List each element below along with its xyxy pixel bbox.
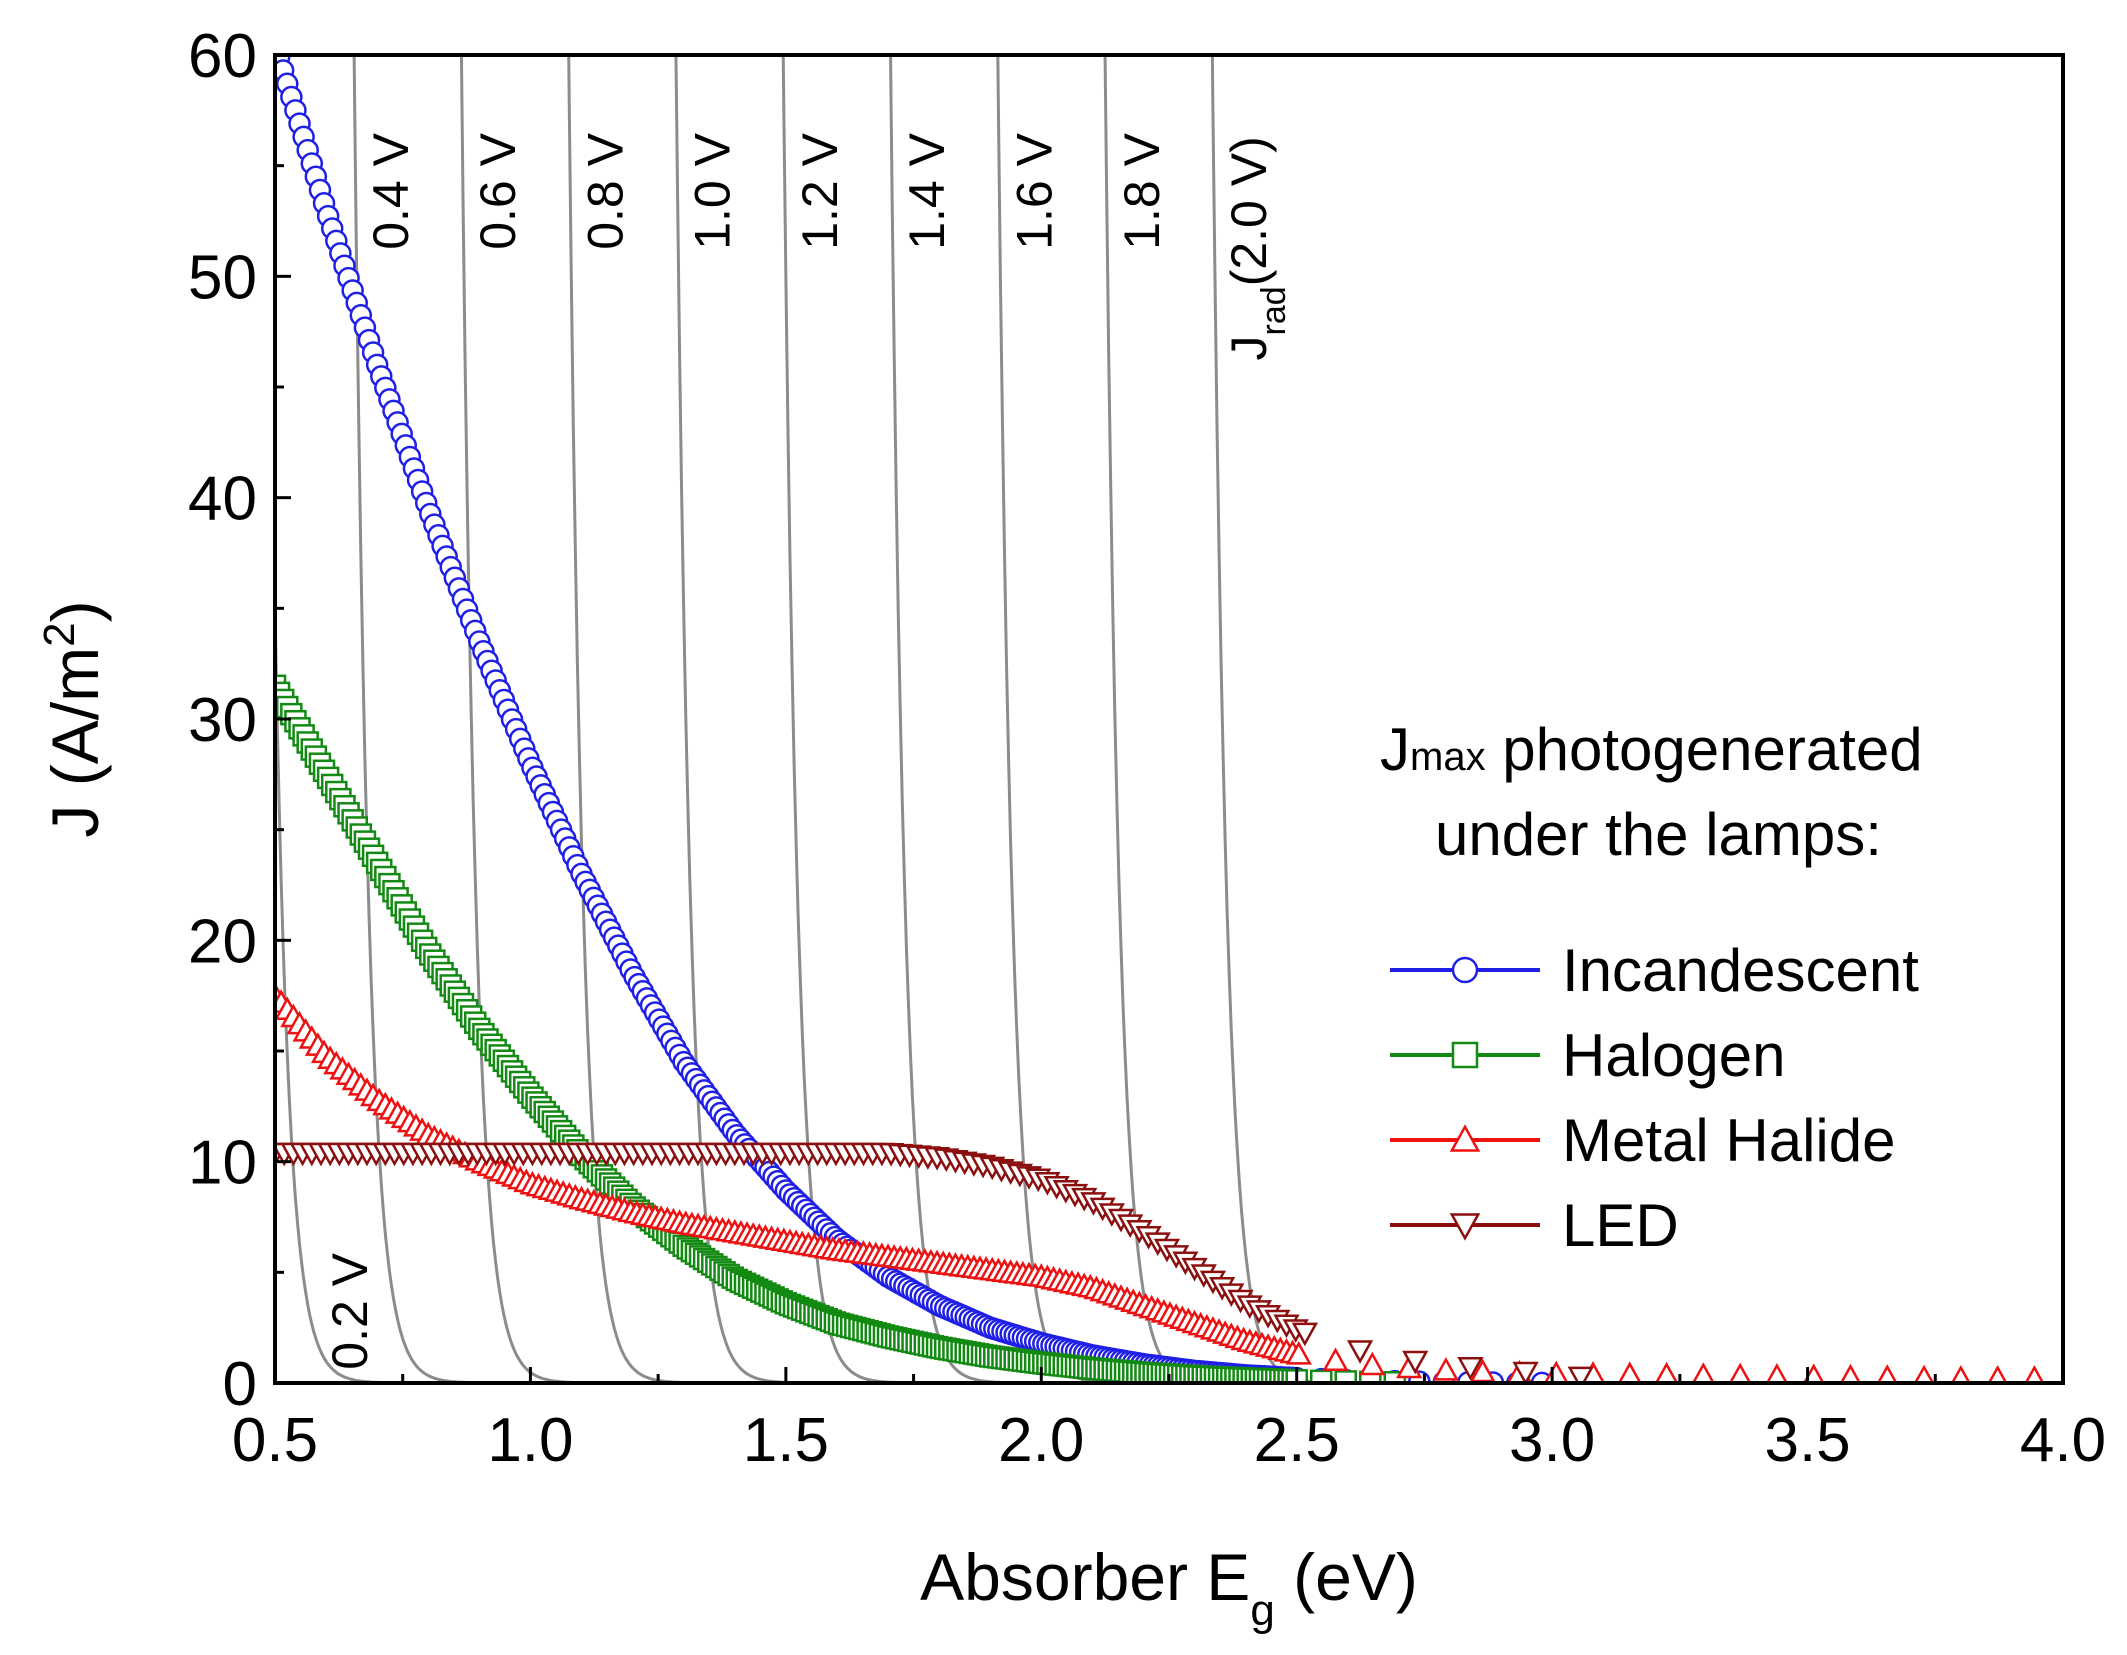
- data-point: [1346, 1340, 1374, 1364]
- legend-marker: [1449, 1124, 1481, 1152]
- data-point: [1322, 1347, 1349, 1372]
- x-axis-title: Absorber Eg (eV): [920, 1540, 1418, 1635]
- voltage-label: 1.2 V: [792, 132, 848, 249]
- legend-item: Halogen: [1390, 1022, 1786, 1089]
- x-tick-label: 3.0: [1509, 1406, 1595, 1475]
- data-point: [1839, 1363, 1862, 1383]
- data-point: [1913, 1364, 1935, 1383]
- voltage-label: Jrad(2.0 V): [1221, 136, 1293, 360]
- voltage-label: 0.8 V: [577, 132, 633, 249]
- voltage-curve: [781, 55, 987, 1383]
- data-point: [1728, 1362, 1752, 1383]
- legend-title-line2: under the lamps:: [1435, 801, 1882, 868]
- legend-label: LED: [1562, 1192, 1679, 1259]
- data-point: [1617, 1361, 1642, 1383]
- y-tick-label: 30: [188, 686, 257, 755]
- x-tick-label: 3.5: [1764, 1406, 1850, 1475]
- data-point: [275, 55, 278, 56]
- voltage-label: 1.6 V: [1007, 132, 1063, 249]
- legend-marker: [1449, 1213, 1481, 1241]
- legend-marker: [1451, 1041, 1479, 1069]
- y-tick-label: 0: [223, 1350, 257, 1419]
- data-point: [1402, 1350, 1429, 1375]
- series-halogen: [275, 674, 1407, 1383]
- data-point: [1543, 1360, 1569, 1383]
- data-point: [1457, 1357, 1484, 1381]
- voltage-labels: 0.2 V 0.4 V 0.6 V 0.8 V 1.0 V 1.2 V 1.4 V 1.6 V…: [322, 132, 1293, 1369]
- y-tick-label: 40: [188, 465, 257, 534]
- legend-label: Incandescent: [1562, 937, 1919, 1004]
- data-point: [1359, 1351, 1386, 1376]
- x-tick-label: 2.0: [998, 1406, 1084, 1475]
- voltage-label: 0.6 V: [470, 132, 526, 249]
- voltage-label: 1.8 V: [1114, 132, 1170, 249]
- series-led: [275, 1142, 1594, 1383]
- x-tick-label: 0.5: [232, 1406, 318, 1475]
- y-tick-label: 20: [188, 907, 257, 976]
- data-point: [1950, 1364, 1971, 1383]
- legend-label: Metal Halide: [1562, 1107, 1896, 1174]
- legend-title-line1: Jmax photogenerated: [1380, 716, 1923, 783]
- voltage-label: 1.0 V: [685, 132, 741, 249]
- x-tick-label: 2.5: [1254, 1406, 1340, 1475]
- data-point: [1291, 1322, 1319, 1347]
- data-point: [1765, 1363, 1789, 1383]
- data-point: [1432, 1356, 1460, 1381]
- x-tick-label: 4.0: [2020, 1406, 2106, 1475]
- x-tick-label: 1.5: [743, 1406, 829, 1475]
- axes: 0.5 1.0 1.5 2.0 2.5 3.0 3.5 4.0 0 10 20 30 40 50 60: [188, 22, 2106, 1475]
- voltage-curve: [889, 55, 1095, 1383]
- voltage-label: 0.2 V: [322, 1252, 378, 1369]
- x-tick-label: 1.0: [487, 1406, 573, 1475]
- voltage-label: 0.4 V: [363, 132, 419, 249]
- legend-item: Incandescent: [1390, 937, 1919, 1004]
- legend-label: Halogen: [1562, 1022, 1786, 1089]
- legend-item: LED: [1390, 1192, 1679, 1259]
- data-point: [2024, 1364, 2045, 1383]
- data-point: [1309, 1369, 1333, 1383]
- voltage-label: 1.4 V: [899, 132, 955, 249]
- data-point: [1691, 1362, 1715, 1383]
- data-series: [275, 55, 2045, 1383]
- data-point: [1567, 1366, 1594, 1383]
- data-point: [1876, 1364, 1898, 1383]
- y-axis-title: J (A/m2): [35, 600, 113, 837]
- data-point: [1987, 1364, 2008, 1383]
- voltage-curve: [1210, 55, 1416, 1383]
- data-point: [1512, 1361, 1539, 1383]
- y-tick-label: 60: [188, 22, 257, 91]
- legend-item: Metal Halide: [1390, 1107, 1896, 1174]
- y-tick-label: 10: [188, 1129, 257, 1198]
- voltage-curve: [352, 55, 557, 1383]
- y-tick-label: 50: [188, 243, 257, 312]
- legend: Jmax photogenerated under the lamps: Inc…: [1380, 716, 1923, 1259]
- legend-marker: [1451, 956, 1479, 984]
- data-point: [1285, 1341, 1312, 1365]
- data-point: [1654, 1361, 1679, 1383]
